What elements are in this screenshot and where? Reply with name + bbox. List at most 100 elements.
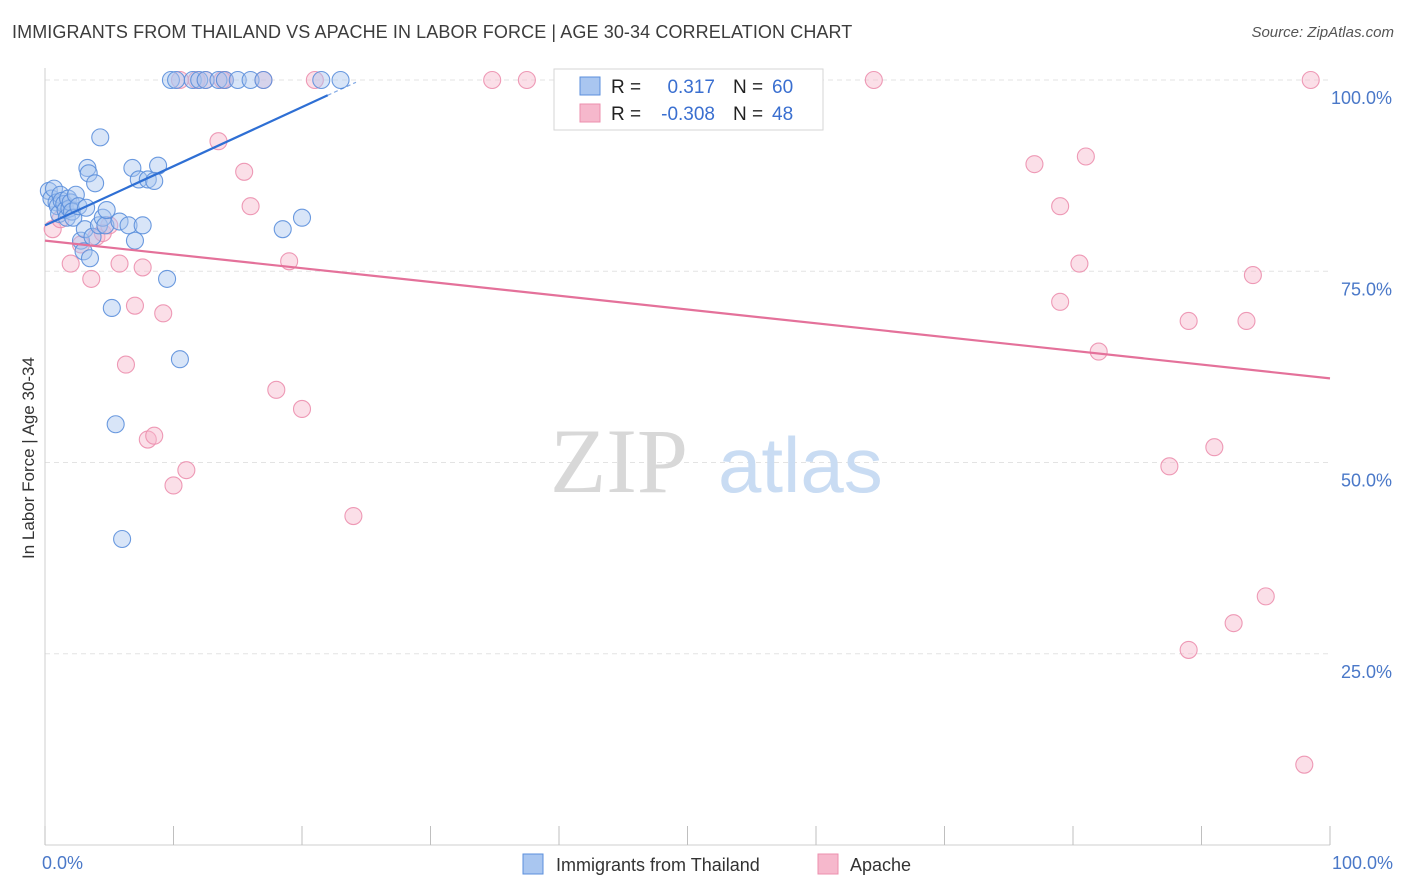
point-apache-30 (344, 506, 363, 526)
point-apache-47 (1256, 587, 1275, 606)
watermark: ZIP atlas (550, 410, 883, 512)
source-label: Source: ZipAtlas.com (1251, 24, 1394, 41)
trend-line-apache (44, 239, 1331, 380)
point-thailand-32 (102, 298, 121, 318)
point-apache-14 (154, 304, 173, 323)
point-apache-9 (116, 355, 136, 374)
stats-n-value-pink: 48 (772, 104, 793, 125)
legend-swatch-apache (817, 853, 839, 875)
point-thailand-53 (228, 70, 247, 90)
point-thailand-44 (158, 269, 177, 288)
x-tick-label-max: 100.0% (1332, 853, 1393, 873)
axes-layer: 25.0% 50.0% 75.0% 100.0% 0.0% 100.0% (42, 68, 1393, 873)
point-apache-43 (1205, 438, 1224, 457)
point-thailand-36 (119, 216, 138, 235)
point-apache-16 (177, 461, 196, 480)
point-apache-34 (1025, 155, 1044, 174)
stats-r-label-blue: R = (611, 77, 641, 98)
point-thailand-51 (209, 70, 228, 90)
chart-title: IMMIGRANTS FROM THAILAND VS APACHE IN LA… (12, 22, 853, 42)
stats-legend: R = 0.317 N = 60 R = -0.308 N = 48 (553, 68, 824, 131)
point-thailand-28 (91, 128, 110, 147)
point-apache-36 (1051, 197, 1070, 216)
point-thailand-21 (77, 198, 96, 217)
point-thailand-45 (170, 350, 189, 369)
point-apache-41 (1179, 640, 1198, 659)
point-thailand-37 (123, 158, 142, 178)
point-thailand-56 (273, 220, 292, 239)
point-thailand-38 (125, 231, 144, 250)
point-apache-48 (1301, 70, 1320, 90)
stats-r-value-blue: 0.317 (667, 77, 715, 98)
point-thailand-24 (80, 249, 100, 268)
points-layer (39, 70, 1320, 774)
trend-line-thailand (44, 94, 329, 227)
point-apache-44 (1224, 614, 1243, 633)
point-apache-29 (305, 70, 324, 90)
watermark-atlas: atlas (718, 421, 883, 509)
y-axis-title: In Labor Force | Age 30-34 (19, 357, 38, 559)
stats-n-label-pink: N = (733, 104, 763, 125)
point-thailand-58 (312, 70, 331, 90)
stats-r-value-pink: -0.308 (661, 104, 715, 125)
y-tick-label-75: 75.0% (1341, 279, 1392, 299)
point-apache-24 (241, 197, 260, 216)
point-apache-46 (1243, 266, 1262, 285)
point-apache-32 (517, 70, 536, 90)
x-tick-label-min: 0.0% (42, 853, 83, 873)
point-thailand-46 (161, 70, 180, 90)
trend-layer (44, 81, 1331, 380)
point-thailand-50 (196, 70, 215, 90)
point-thailand-55 (254, 70, 273, 90)
point-thailand-35 (113, 529, 132, 549)
watermark-zip: ZIP (550, 410, 688, 512)
point-thailand-40 (133, 216, 152, 235)
point-apache-42 (1179, 311, 1198, 331)
point-thailand-31 (97, 201, 116, 220)
point-thailand-52 (215, 70, 234, 90)
point-thailand-59 (331, 70, 350, 90)
point-apache-26 (267, 380, 286, 399)
point-thailand-30 (96, 216, 115, 235)
point-thailand-20 (75, 220, 94, 239)
point-thailand-49 (190, 70, 209, 90)
stats-legend-swatch-pink (579, 103, 601, 123)
point-apache-15 (164, 476, 183, 495)
point-thailand-19 (74, 242, 93, 261)
point-apache-13 (145, 426, 164, 445)
point-apache-28 (292, 399, 312, 419)
stats-r-label-pink: R = (611, 104, 641, 125)
point-apache-11 (133, 258, 152, 277)
point-apache-38 (1076, 147, 1095, 166)
point-thailand-34 (110, 212, 129, 231)
y-tick-label-100: 100.0% (1331, 88, 1392, 108)
stats-n-value-blue: 60 (772, 77, 793, 98)
point-apache-37 (1070, 254, 1089, 273)
point-apache-33 (864, 70, 883, 90)
y-tick-label-50: 50.0% (1341, 471, 1392, 491)
series-legend: Immigrants from Thailand Apache (522, 853, 911, 875)
point-apache-7 (100, 216, 119, 235)
point-apache-45 (1237, 311, 1256, 331)
point-thailand-48 (183, 70, 202, 90)
point-apache-39 (1089, 342, 1108, 361)
point-apache-40 (1160, 457, 1179, 476)
point-thailand-54 (241, 70, 260, 90)
point-apache-35 (1051, 292, 1070, 311)
point-apache-49 (1295, 755, 1314, 774)
point-thailand-23 (79, 164, 98, 183)
point-apache-4 (82, 269, 101, 288)
point-thailand-16 (66, 185, 85, 204)
y-tick-label-25: 25.0% (1341, 662, 1392, 682)
point-apache-8 (110, 254, 129, 273)
stats-n-label-blue: N = (733, 77, 763, 98)
point-thailand-57 (292, 208, 312, 227)
point-thailand-26 (86, 174, 105, 193)
point-thailand-47 (167, 70, 186, 90)
stats-legend-swatch-blue (579, 76, 601, 96)
point-apache-10 (125, 296, 144, 315)
legend-label-apache: Apache (850, 855, 911, 875)
trend-line-thailand-extension (327, 81, 357, 96)
point-thailand-33 (106, 415, 125, 434)
